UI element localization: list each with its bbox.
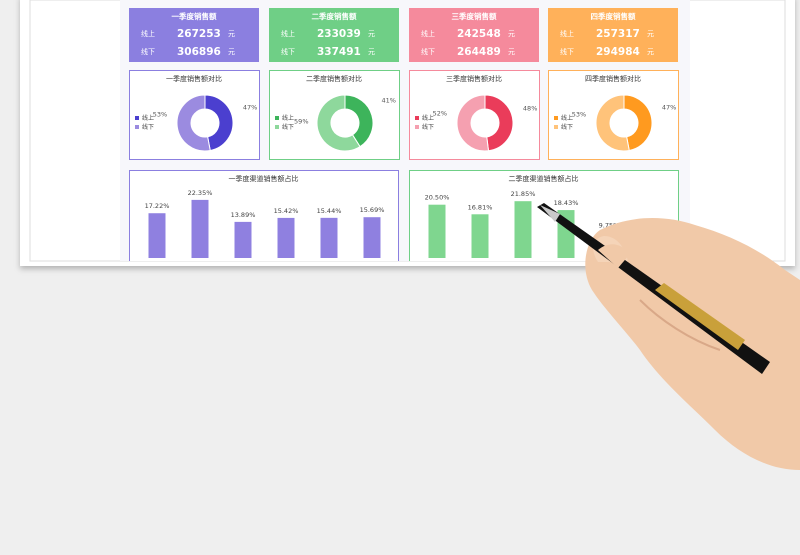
legend-label: 线上 (142, 114, 154, 122)
legend-swatch (275, 116, 279, 120)
kpi-title: 四季度销售额 (591, 11, 636, 21)
kpi-value: 233039 (317, 28, 361, 40)
data-label: 53% (153, 111, 167, 119)
legend-swatch (554, 125, 558, 129)
kpi-value: 267253 (177, 28, 221, 40)
legend-label: 线上 (282, 114, 294, 122)
chart-title: 三季度销售额对比 (446, 74, 502, 83)
data-label: 21.85% (511, 190, 536, 198)
data-label: 22.35% (188, 189, 213, 197)
kpi-value: 242548 (457, 28, 501, 40)
data-label: 18.43% (554, 199, 579, 207)
kpi-value: 264489 (457, 46, 501, 58)
kpi-card (409, 8, 539, 62)
kpi-label: 线上 (421, 29, 435, 38)
kpi-unit: 元 (368, 48, 375, 56)
kpi-value: 257317 (596, 28, 640, 40)
legend-label: 线上 (422, 114, 434, 122)
data-label: 15.42% (274, 207, 299, 215)
data-label: 52% (433, 109, 447, 117)
data-label: 47% (662, 103, 676, 111)
data-label: 15.44% (317, 207, 342, 215)
kpi-value: 306896 (177, 46, 221, 58)
kpi-title: 三季度销售额 (452, 11, 497, 21)
hand-illustration (537, 203, 800, 470)
data-label: 47% (243, 103, 257, 111)
kpi-value: 294984 (596, 46, 640, 58)
legend-label: 线下 (142, 123, 154, 131)
bar-panel (129, 170, 399, 261)
bar (428, 204, 446, 258)
bar (320, 217, 338, 258)
legend-label: 线下 (282, 123, 294, 131)
bar (148, 213, 166, 258)
pen-band (655, 283, 745, 350)
data-label: 20.50% (425, 194, 450, 202)
data-label: 9.75% (599, 222, 620, 230)
bar (514, 201, 532, 258)
kpi-label: 线上 (141, 29, 155, 38)
chart-title: 四季度销售额对比 (585, 74, 641, 83)
legend-swatch (554, 116, 558, 120)
kpi-unit: 元 (647, 48, 654, 56)
kpi-title: 二季度销售额 (312, 11, 357, 21)
kpi-unit: 元 (647, 30, 654, 38)
data-label: 13.89% (231, 211, 256, 219)
data-label: 59% (294, 118, 308, 126)
legend-swatch (135, 125, 139, 129)
legend-swatch (415, 125, 419, 129)
kpi-unit: 元 (368, 30, 375, 38)
kpi-title: 一季度销售额 (172, 11, 217, 21)
legend-label: 线上 (561, 114, 573, 122)
chart-title: 一季度渠道销售额占比 (229, 174, 299, 183)
chart-title: 二季度销售额对比 (306, 74, 362, 83)
thumb (598, 244, 630, 268)
pie-slice (176, 94, 211, 152)
pie-slice (595, 94, 630, 152)
legend-swatch (275, 125, 279, 129)
pie-slice (456, 94, 490, 152)
kpi-card (129, 8, 259, 62)
pie-slice (344, 94, 374, 148)
kpi-unit: 元 (228, 48, 235, 56)
crease (639, 299, 721, 351)
pen-nib (540, 205, 560, 222)
kpi-card (269, 8, 399, 62)
kpi-card (548, 8, 678, 62)
bar (191, 199, 209, 258)
pie-slice (316, 94, 361, 152)
pie-slice (623, 94, 653, 152)
kpi-value: 337491 (317, 46, 361, 58)
legend-swatch (135, 116, 139, 120)
legend-label: 线下 (561, 123, 573, 131)
kpi-label: 线下 (141, 47, 155, 56)
data-label: 53% (572, 111, 586, 119)
bar (234, 221, 252, 258)
kpi-label: 线上 (281, 29, 295, 38)
bar (471, 214, 489, 258)
kpi-unit: 元 (228, 30, 235, 38)
data-label: 41% (381, 96, 395, 104)
legend-label: 线下 (422, 123, 434, 131)
kpi-unit: 元 (508, 30, 515, 38)
pie-slice (484, 94, 514, 152)
kpi-label: 线下 (421, 47, 435, 56)
data-label: 48% (523, 105, 537, 113)
legend-swatch (415, 116, 419, 120)
pie-slice (204, 94, 234, 152)
chart-title: 二季度渠道销售额占比 (509, 174, 579, 183)
kpi-label: 线下 (560, 47, 574, 56)
kpi-label: 线下 (281, 47, 295, 56)
pen-body (537, 203, 770, 374)
data-label: 15.69% (360, 206, 385, 214)
data-label: 16.81% (468, 203, 493, 211)
kpi-label: 线上 (560, 29, 574, 38)
data-label: 17.22% (145, 202, 170, 210)
chart-title: 一季度销售额对比 (166, 74, 222, 83)
kpi-unit: 元 (508, 48, 515, 56)
bar (363, 217, 381, 258)
bar (277, 217, 295, 258)
